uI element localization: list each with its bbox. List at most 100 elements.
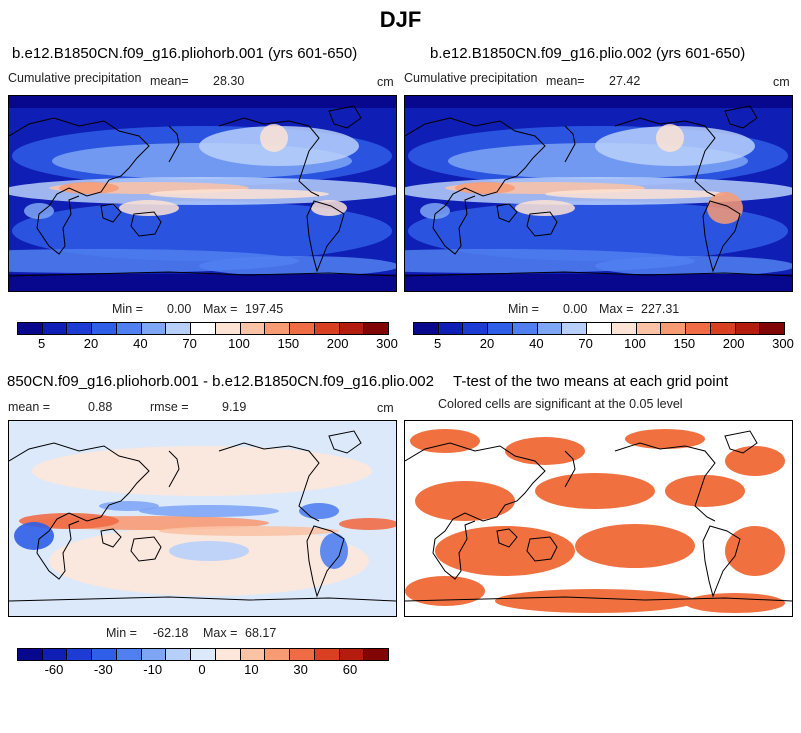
colorbar-swatch (661, 323, 687, 334)
significant-cells (685, 593, 785, 613)
colorbar-swatch (636, 323, 662, 334)
coastline (168, 450, 180, 488)
colorbar-swatch (537, 323, 563, 334)
precip-region (595, 256, 792, 276)
colorbar-swatch (512, 323, 538, 334)
panel3-min-value: -62.18 (153, 626, 189, 640)
coastline (130, 536, 162, 562)
panel2-map (404, 95, 793, 292)
significant-cells (725, 526, 785, 576)
panel2-precip-field (405, 96, 792, 291)
precip-region (707, 192, 743, 224)
colorbar-tick-label: 20 (83, 336, 99, 351)
panel3-mean-label: mean = (8, 400, 51, 414)
colorbar-swatch (760, 323, 785, 334)
coastline (526, 211, 558, 237)
colorbar-swatch (18, 649, 43, 660)
colorbar-tick-label: 20 (479, 336, 495, 351)
panel2-colorbar (413, 322, 785, 335)
coastline (564, 125, 576, 163)
colorbar-swatch (116, 323, 142, 334)
panel2-colorbar-ticks: 5 20 40 70 100 150 200 300 (413, 336, 794, 352)
coastline (100, 203, 122, 223)
colorbar-swatch (116, 649, 142, 660)
panel3-colorbar (17, 648, 389, 661)
coastline (405, 442, 546, 580)
panel1-colorbar (17, 322, 389, 335)
precip-region (656, 124, 684, 152)
panel1-title: b.e12.B1850CN.f09_g16.pliohorb.001 (yrs … (12, 45, 358, 62)
coastline (306, 525, 345, 598)
coastline (130, 211, 162, 237)
colorbar-swatch (339, 649, 365, 660)
panel3-max-label: Max = (203, 626, 238, 640)
precip-region (455, 182, 515, 194)
colorbar-swatch (735, 323, 761, 334)
significant-cells (415, 481, 515, 521)
diff-region (339, 518, 396, 530)
panel1-units: cm (377, 75, 394, 89)
panel2-min-label: Min = (508, 302, 539, 316)
panel3-map (8, 420, 397, 617)
colorbar-swatch (191, 649, 216, 660)
coastline (168, 125, 180, 163)
coastline (564, 450, 576, 488)
colorbar-tick-label: 70 (578, 336, 593, 351)
precip-region (408, 201, 788, 261)
panel1-map (8, 95, 397, 292)
colorbar-swatch (290, 323, 315, 334)
page-title: DJF (379, 7, 422, 32)
panel2-max-label: Max = (599, 302, 634, 316)
colorbar-tick-label: 40 (529, 336, 544, 351)
coastline (405, 271, 792, 277)
coastline (496, 528, 518, 548)
colorbar-swatch (141, 323, 167, 334)
coastline (328, 430, 362, 454)
colorbar-swatch (364, 323, 389, 334)
coastline (496, 203, 518, 223)
colorbar-tick-label: 100 (228, 336, 250, 351)
precip-region (12, 201, 392, 261)
colorbar-swatch (166, 649, 192, 660)
significant-cells (625, 429, 705, 449)
coastline (702, 525, 741, 598)
colorbar-tick-label: 150 (277, 336, 300, 351)
precip-region (119, 200, 179, 216)
precip-polar-band (9, 96, 396, 108)
panel3-title: 850CN.f09_g16.pliohorb.001 - b.e12.B1850… (7, 373, 434, 390)
precip-region (24, 203, 54, 219)
diff-region (159, 526, 339, 536)
panel4-map (404, 420, 793, 617)
coastline (702, 200, 741, 273)
colorbar-swatch (587, 323, 612, 334)
colorbar-swatch (67, 649, 93, 660)
colorbar-swatch (463, 323, 489, 334)
colorbar-swatch (42, 323, 68, 334)
colorbar-tick-label: 60 (342, 662, 358, 677)
coastline (405, 596, 792, 602)
colorbar-tick-label: -10 (143, 662, 163, 677)
coastline (218, 117, 320, 197)
coastline (614, 117, 716, 197)
panel2-max-value: 227.31 (641, 302, 680, 316)
coastline (9, 442, 150, 580)
panel4-subtitle: Colored cells are significant at the 0.0… (438, 397, 683, 411)
coastline (724, 105, 758, 129)
panel2-mean-label: mean= (546, 74, 585, 88)
colorbar-swatch (488, 323, 513, 334)
colorbar-swatch (240, 649, 266, 660)
colorbar-swatch (141, 649, 167, 660)
panel1-min-label: Min = (112, 302, 143, 316)
coastline (100, 528, 122, 548)
colorbar-swatch (414, 323, 439, 334)
panel3-difference-field (9, 421, 396, 616)
colorbar-tick-label: 10 (244, 662, 259, 677)
panel3-colorbar-ticks: -60 -30 -10 0 10 30 60 (17, 662, 387, 678)
significant-cells (535, 473, 655, 509)
panel4-title: T-test of the two means at each grid poi… (453, 373, 729, 390)
colorbar-tick-label: 30 (293, 662, 308, 677)
panel3-units: cm (377, 401, 394, 415)
diff-region (139, 505, 279, 517)
panel2-min-value: 0.00 (563, 302, 588, 316)
precip-region (311, 200, 347, 216)
